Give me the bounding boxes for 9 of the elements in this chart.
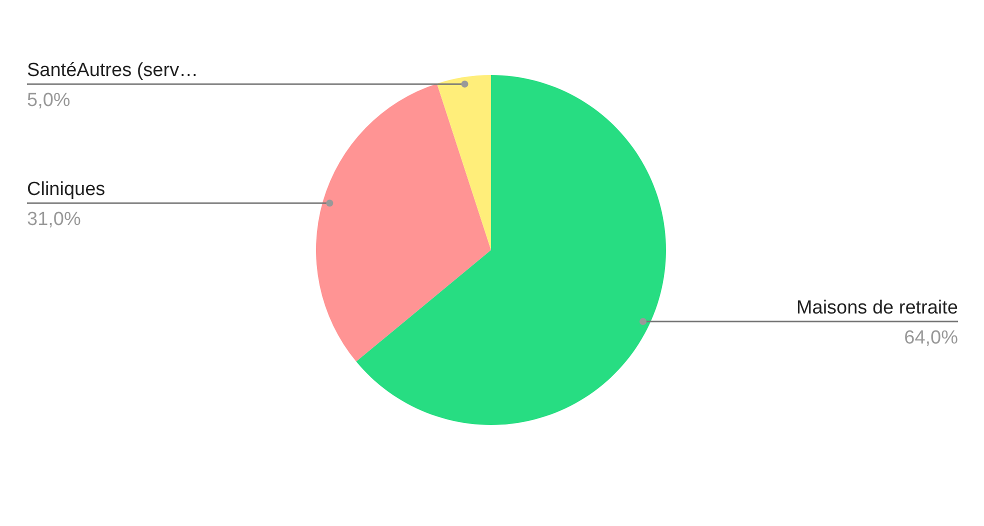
data-label: 5,0% (27, 90, 70, 112)
data-label: 31,0% (27, 209, 81, 230)
pie-slice (356, 75, 666, 425)
pie-slice (436, 75, 491, 250)
slice-label: Cliniques (27, 179, 106, 200)
slice-label: Maisons de retraite (796, 298, 958, 319)
data-label: 64,0% (904, 328, 958, 349)
slice-label: SantéAutres (serv… (27, 60, 198, 82)
pie-slice (316, 84, 491, 362)
